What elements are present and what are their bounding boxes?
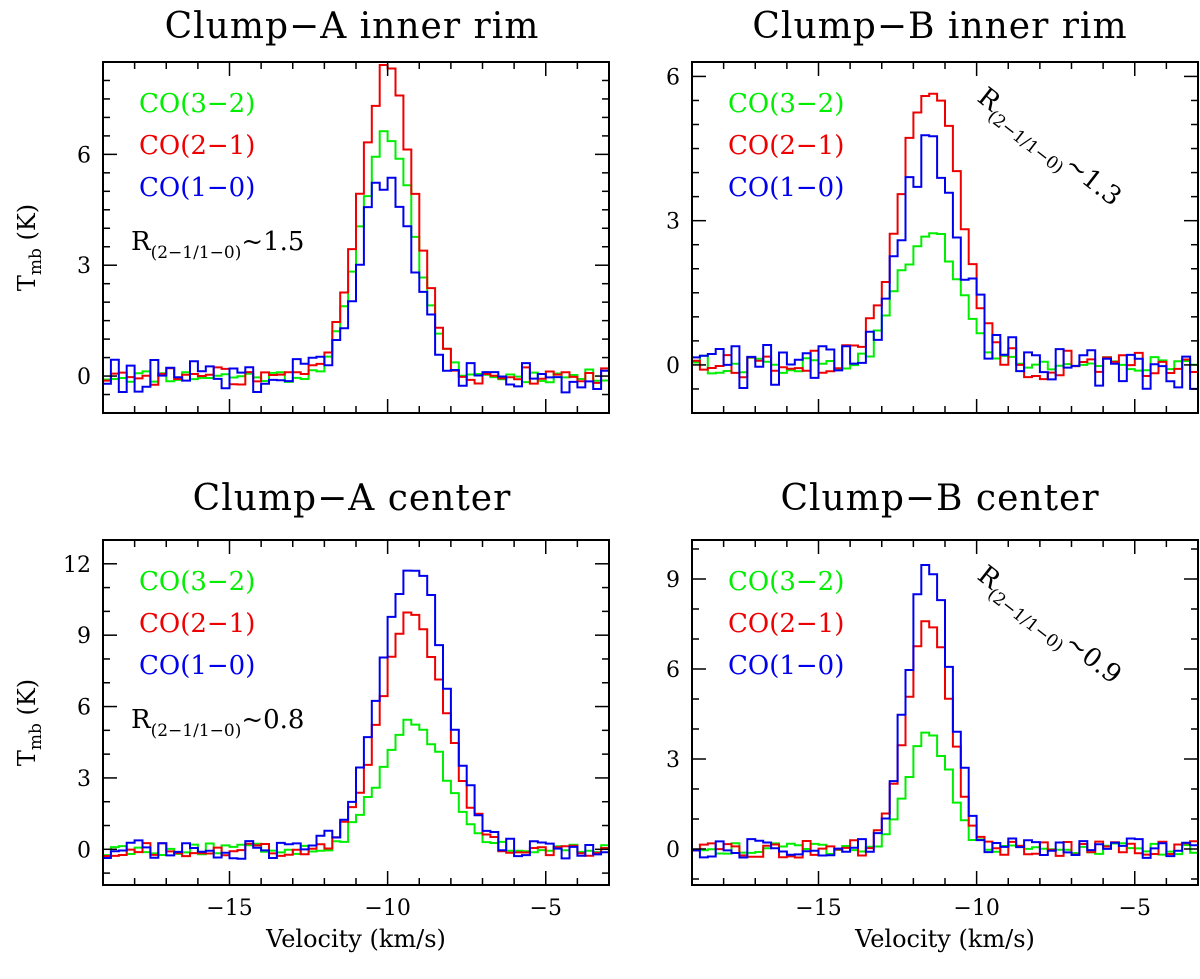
legend-entry: CO(3−2) (728, 89, 844, 119)
x-axis-label: Velocity (km/s) (854, 925, 1035, 953)
ratio-label: R(2−1/1−0)~1.5 (131, 227, 304, 263)
y-tick-label: 3 (666, 748, 680, 773)
spectrum-line (692, 731, 1198, 856)
y-axis-label: Tmb (K) (13, 204, 46, 291)
spectrum-line (692, 564, 1198, 859)
x-axis-label: Velocity (km/s) (265, 925, 446, 953)
y-tick-label: 0 (666, 354, 680, 379)
y-tick-label: 6 (666, 65, 680, 90)
x-tick-label: −15 (795, 896, 841, 921)
legend-entry: CO(2−1) (139, 609, 255, 639)
x-tick-label: −5 (1119, 896, 1151, 921)
y-tick-label: 6 (666, 658, 680, 683)
x-tick-label: −10 (364, 896, 410, 921)
legend-entry: CO(2−1) (139, 131, 255, 161)
y-tick-label: 9 (77, 624, 91, 649)
y-tick-label: 6 (77, 696, 91, 721)
chart-panel-4: Clump−B center −15 −10 −5 Velocity (km/s) 0 3 6… (666, 478, 1199, 953)
spectrum-line (103, 569, 609, 860)
ratio-label: R(2−1/1−0)~1.3 (968, 82, 1127, 217)
y-axis-label: Tmb (K) (13, 679, 46, 766)
legend-entry: CO(2−1) (728, 131, 844, 161)
chart-panel-3: Clump−A center −15 −10 −5 Velocity (km/s) 0 3 6… (13, 478, 610, 953)
legend-entry: CO(3−2) (728, 567, 844, 597)
ratio-label: R(2−1/1−0)~0.8 (131, 705, 304, 741)
legend-entry: CO(1−0) (728, 173, 844, 203)
y-tick-label: 6 (77, 143, 91, 168)
legend-entry: CO(1−0) (728, 651, 844, 681)
panel-title: Clump−B inner rim (752, 6, 1127, 47)
y-tick-label: 12 (63, 553, 91, 578)
spectrum-line (692, 232, 1198, 375)
y-tick-label: 3 (77, 767, 91, 792)
panel-title: Clump−A center (193, 478, 512, 519)
x-tick-label: −5 (530, 896, 562, 921)
y-tick-label: 0 (77, 838, 91, 863)
y-tick-label: 9 (666, 568, 680, 593)
y-tick-label: 0 (666, 838, 680, 863)
spectrum-line (103, 176, 609, 394)
x-tick-label: −15 (206, 896, 252, 921)
ratio-label: R(2−1/1−0)~0.9 (968, 560, 1127, 695)
legend-entry: CO(3−2) (139, 567, 255, 597)
chart-panel-2: Clump−B inner rim 0 3 6 CO(3−2) CO(2−1) CO(1−0… (666, 6, 1199, 414)
legend-entry: CO(3−2) (139, 89, 255, 119)
legend-entry: CO(1−0) (139, 651, 255, 681)
legend-entry: CO(2−1) (728, 609, 844, 639)
panel-title: Clump−B center (780, 478, 1099, 519)
spectrum-line (692, 134, 1198, 390)
panel-title: Clump−A inner rim (165, 6, 540, 47)
y-tick-label: 3 (77, 254, 91, 279)
legend-entry: CO(1−0) (139, 173, 255, 203)
chart-panel-1: Clump−A inner rim 0 3 6 Tmb (K) CO(3−2) CO(2−1… (13, 6, 610, 414)
y-tick-label: 3 (666, 210, 680, 235)
x-tick-label: −10 (953, 896, 999, 921)
y-tick-label: 0 (77, 365, 91, 390)
